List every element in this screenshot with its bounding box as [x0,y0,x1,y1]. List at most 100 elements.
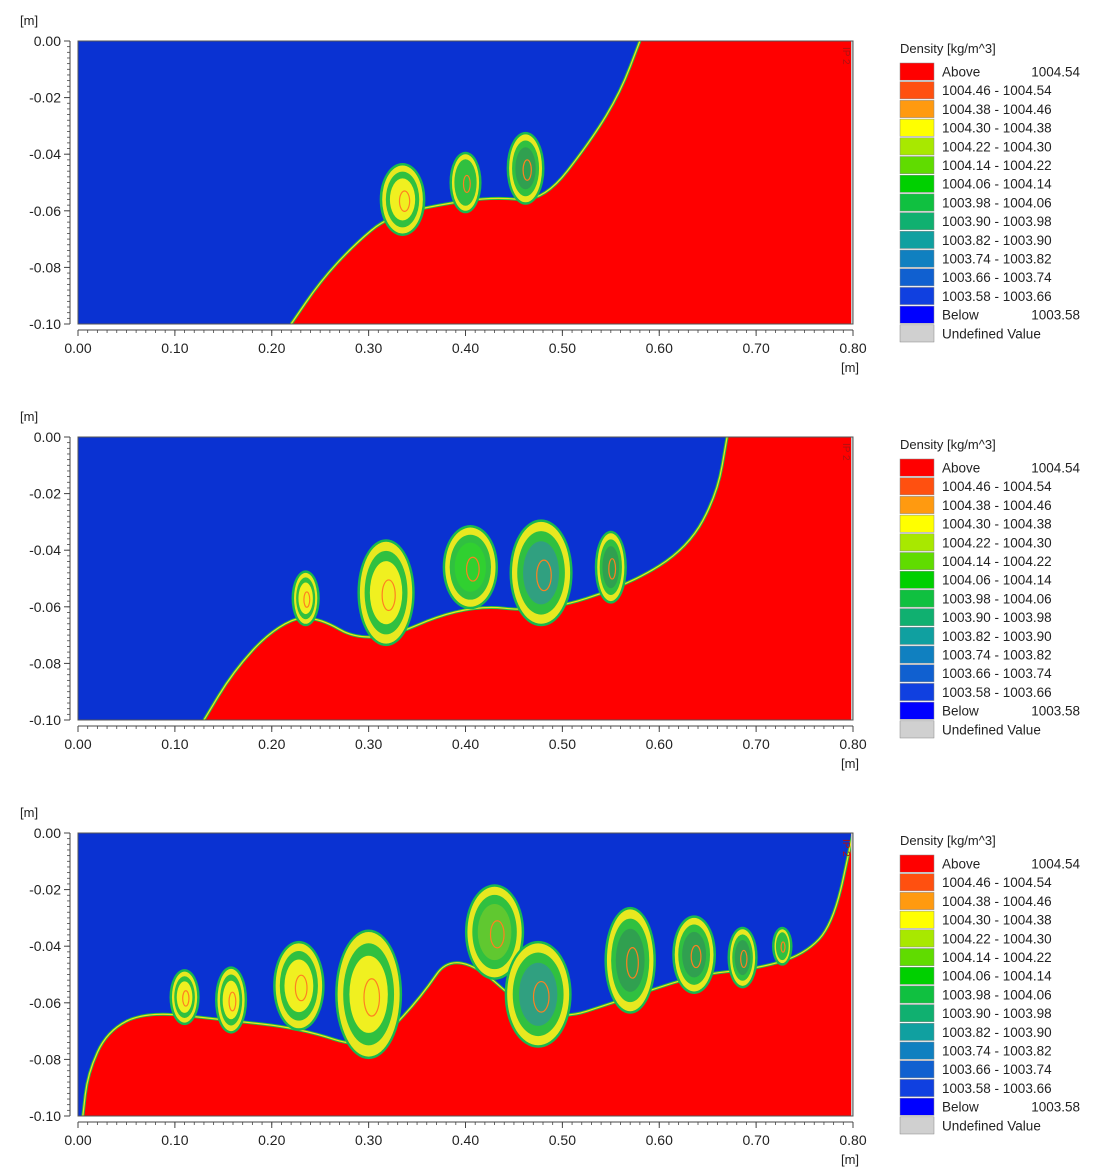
legend-swatch [899,137,935,156]
vortex-spiral [690,944,702,969]
vortex-core [615,928,645,992]
vortex-spiral [536,559,552,592]
legend-swatch [899,1060,935,1079]
legend-swatch [899,118,935,137]
vortex [379,163,426,236]
legend-item: Below 1003.58 [899,701,1080,720]
legend-item: 1003.66 - 1003.74 [899,664,1052,683]
vortex-core [454,542,486,592]
x-tick-label: 0.50 [549,736,576,752]
legend-label: 1003.98 - 1004.06 [942,591,1052,606]
y-tick-label: -0.06 [29,599,61,615]
legend-swatch [899,514,935,533]
legend-swatch [899,985,935,1004]
legend-item: 1003.66 - 1003.74 [899,1060,1052,1079]
vortex-core [682,931,707,978]
y-tick-label: -0.10 [29,316,61,332]
vortex [273,940,325,1031]
vortex [604,906,656,1014]
y-tick-label: -0.06 [29,203,61,219]
legend-swatch [899,1004,935,1023]
legend-swatch [899,324,935,343]
legend-swatch [899,1116,935,1135]
x-axis-unit: [m] [841,1152,859,1167]
legend-swatch [899,910,935,929]
vortex [464,884,525,980]
vortex [449,151,482,214]
vortex-spiral [228,991,237,1012]
legend-label: 1004.38 - 1004.46 [942,894,1052,909]
legend-item: 1003.58 - 1003.66 [899,1079,1052,1097]
vortex [215,966,248,1034]
x-tick-label: 0.10 [161,1132,188,1148]
x-tick-label: 0.60 [646,736,673,752]
x-tick-label: 0.30 [355,736,382,752]
x-tick-label: 0.70 [743,736,770,752]
plot-area [78,437,853,720]
legend-label: Below [942,1100,979,1115]
legend-item: 1003.90 - 1003.98 [899,1004,1052,1023]
vortex-spiral [462,174,471,194]
legend-swatch [899,212,935,231]
y-tick-label: 0.00 [34,33,61,49]
legend-label: 1004.14 - 1004.22 [942,158,1052,173]
vortex-core [298,582,313,615]
dense-fluid-region [203,437,853,720]
legend-label: 1004.46 - 1004.54 [942,479,1052,494]
x-tick-label: 0.50 [549,340,576,356]
legend-label: 1004.38 - 1004.46 [942,498,1052,513]
legend-value: 1003.58 [1031,704,1080,719]
legend-label: Undefined Value [942,722,1041,737]
legend-label: 1004.22 - 1004.30 [942,931,1052,946]
y-tick-label: 0.00 [34,825,61,841]
plot-right-strip [851,437,853,720]
legend-label: 1004.14 - 1004.22 [942,950,1052,965]
vortex-core [777,935,788,957]
legend-swatch [899,683,935,701]
legend-label: 1004.06 - 1004.14 [942,969,1052,984]
x-axis: 0.00 0.10 0.20 0.30 0.40 0.50 0.60 0.70 0.80 [m] [64,1121,867,1167]
legend-label: Below [942,308,979,323]
legend-item: 1004.38 - 1004.46 [899,892,1052,910]
legend-item: 1003.58 - 1003.66 [899,287,1052,305]
panel-2: IP 20.00-0.02-0.04-0.06-0.08-0.10[m]0.00… [20,409,1080,771]
legend-swatch [899,929,935,948]
legend-swatch [899,701,935,720]
plot-right-strip [851,833,853,1116]
legend-swatch [899,193,935,212]
dense-fluid-region [82,833,853,1116]
legend-swatch [899,892,935,910]
legend-item: 1004.30 - 1004.38 [899,910,1052,929]
legend-swatch [899,608,935,627]
legend-swatch [899,100,935,118]
legend-swatch [899,1079,935,1097]
x-tick-label: 0.00 [64,1132,91,1148]
x-tick-label: 0.10 [161,340,188,356]
y-tick-label: -0.10 [29,712,61,728]
legend-label: 1003.90 - 1003.98 [942,610,1052,625]
y-axis: 0.00 -0.02 -0.04 -0.06 -0.08 -0.10 [m] [20,409,71,728]
legend-label: 1003.98 - 1004.06 [942,987,1052,1002]
x-tick-label: 0.60 [646,1132,673,1148]
legend-item: 1003.82 - 1003.90 [899,1023,1052,1041]
legend-label: 1004.22 - 1004.30 [942,139,1052,154]
legend-swatch [899,570,935,589]
legend-item: 1003.58 - 1003.66 [899,683,1052,701]
legend-item: 1003.82 - 1003.90 [899,627,1052,645]
vortex [291,570,320,627]
legend-item: Undefined Value [899,324,1041,343]
legend-swatch [899,156,935,174]
y-tick-label: -0.08 [29,1051,61,1067]
x-tick-label: 0.00 [64,340,91,356]
y-tick-label: -0.08 [29,259,61,275]
legend-swatch [899,552,935,570]
x-tick-label: 0.80 [839,1132,866,1148]
legend-item: 1004.30 - 1004.38 [899,514,1052,533]
legend-value: 1004.54 [1031,65,1080,80]
vortex-core [518,962,558,1026]
y-axis-unit: [m] [20,13,38,28]
legend-label: 1004.30 - 1004.38 [942,913,1052,928]
x-tick-label: 0.10 [161,736,188,752]
legend-label: 1003.82 - 1003.90 [942,233,1052,248]
